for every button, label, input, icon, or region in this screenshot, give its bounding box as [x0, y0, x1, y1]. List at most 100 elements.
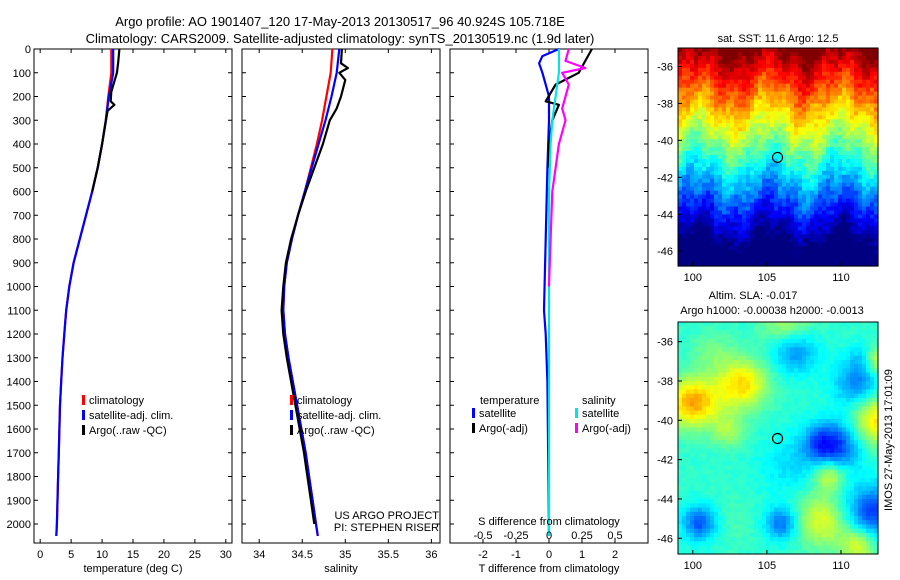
y-tick-label: 100 [13, 68, 31, 80]
argo-location-marker [771, 151, 784, 164]
x-tick-label: 25 [189, 549, 201, 561]
x-tick-label: 2 [612, 549, 618, 561]
y-tick-label: 500 [13, 163, 31, 175]
y-tick-label: 800 [13, 234, 31, 246]
y-tick-label: -36 [657, 337, 673, 349]
x-tick-label: 100 [684, 272, 702, 284]
x-tick-label: 35 [339, 549, 351, 561]
series-line-salinity-argo-adj- [547, 48, 587, 287]
y-tick-label: -38 [657, 376, 673, 388]
legend-label: Argo(..raw -QC) [297, 425, 375, 437]
y-tick-label: -38 [657, 98, 673, 110]
x-tick-label: 105 [758, 272, 776, 284]
legend-label: climatology [89, 395, 145, 407]
y-tick-label: -44 [657, 209, 673, 221]
difference-panel: -2 -1 0 1 2 T difference from climatology temp… [449, 47, 649, 575]
x-tick-label: 0 [546, 549, 552, 561]
temperature-frame [33, 48, 233, 544]
y-tick-label: 900 [13, 258, 31, 270]
s-difference-tick-label: 0.5 [607, 530, 622, 542]
x-tick-label: -1 [511, 549, 521, 561]
sla-map-subtitle: Argo h1000: -0.00038 h2000: -0.0013 [680, 305, 863, 317]
y-tick-label: -42 [657, 455, 673, 467]
x-tick-label: -2 [478, 549, 488, 561]
sla_map-cells [678, 322, 879, 555]
salinity-panel: 34 34.5 35 35.5 36 salinity climatology satelli… [241, 48, 441, 575]
y-tick-label: -40 [657, 415, 673, 427]
x-tick-label: 100 [684, 560, 702, 572]
legend-label: Argo(-adj) [582, 423, 631, 435]
legend-header: temperature [480, 395, 539, 407]
temperature-panel: 0100200300400500600700800900100011001200… [7, 44, 233, 575]
argo-location-marker [771, 432, 784, 445]
legend-swatch [472, 423, 475, 433]
y-tick-label: 1700 [7, 448, 31, 460]
x-tick-label: 20 [158, 549, 170, 561]
series-line-temperature-satellite [538, 47, 560, 536]
sla_map: 100 105 110 -36 -38 -40 -42 -44 -46 Altim. SLA: -… [657, 290, 879, 572]
legend-swatch [575, 408, 578, 418]
y-tick-label: 2000 [7, 519, 31, 531]
x-tick-label: 30 [220, 549, 232, 561]
y-tick-label: 200 [13, 92, 31, 104]
s-difference-tick-label: 0.25 [571, 530, 592, 542]
y-tick-label: 300 [13, 115, 31, 127]
y-tick-label: 1900 [7, 495, 31, 507]
x-tick-label: 34 [253, 549, 265, 561]
s-difference-label: S difference from climatology [478, 516, 620, 528]
sst_map: 100 105 110 -36 -38 -40 -42 -44 -46 sat. SST: 11.… [657, 33, 879, 284]
series-line-salinity-satellite [547, 49, 560, 536]
x-tick-label: 0 [37, 549, 43, 561]
y-tick-label: 1200 [7, 329, 31, 341]
sst_map-cells [678, 48, 879, 267]
salinity-frame [241, 48, 441, 544]
y-tick-label: 400 [13, 139, 31, 151]
y-tick-label: -36 [657, 61, 673, 73]
imos-timestamp: IMOS 27-May-2013 17:01:09 [883, 369, 895, 511]
y-tick-label: -44 [657, 494, 673, 506]
sst-map-title: sat. SST: 11.6 Argo: 12.5 [718, 33, 839, 45]
legend-header: salinity [582, 395, 616, 407]
legend-swatch [290, 410, 293, 420]
project-annotation: US ARGO PROJECT [334, 510, 439, 522]
s-difference-tick-label: -0.5 [474, 530, 493, 542]
x-tick-label: 105 [758, 560, 776, 572]
s-difference-tick-label: -0.25 [503, 530, 528, 542]
title-line-2: Climatology: CARS2009. Satellite-adjuste… [86, 31, 595, 46]
y-tick-label: -42 [657, 172, 673, 184]
legend-label: Argo(-adj) [479, 423, 528, 435]
legend-swatch [82, 425, 85, 435]
legend-swatch [82, 410, 85, 420]
salinity-xlabel: salinity [324, 563, 358, 575]
x-tick-label: 34.5 [292, 549, 313, 561]
legend-swatch [290, 395, 293, 405]
y-tick-label: 700 [13, 210, 31, 222]
y-tick-label: 1800 [7, 472, 31, 484]
legend-label: Argo(..raw -QC) [89, 425, 167, 437]
series-line-satellite-adj-clim- [282, 48, 341, 537]
project-annotation: PI: STEPHEN RISER [334, 522, 439, 534]
title-line-1: Argo profile: AO 1901407_120 17-May-2013… [115, 14, 565, 29]
legend-label: satellite [479, 408, 516, 420]
x-tick-label: 15 [127, 549, 139, 561]
legend-swatch [82, 395, 85, 405]
y-tick-label: 1600 [7, 424, 31, 436]
x-tick-label: 10 [96, 549, 108, 561]
y-tick-label: -40 [657, 135, 673, 147]
y-tick-label: 1500 [7, 400, 31, 412]
x-tick-label: 5 [68, 549, 74, 561]
legend-label: satellite-adj. clim. [89, 410, 173, 422]
y-tick-label: -46 [657, 533, 673, 545]
y-tick-label: 1100 [7, 305, 31, 317]
x-tick-label: 36 [425, 549, 437, 561]
legend-label: satellite [582, 408, 619, 420]
x-tick-label: 110 [832, 272, 850, 284]
x-tick-label: 110 [832, 560, 850, 572]
y-tick-label: 1400 [7, 377, 31, 389]
series-line-argo-raw-qc- [91, 48, 121, 192]
sla-map-title: Altim. SLA: -0.017 [709, 290, 798, 302]
legend-label: climatology [297, 395, 353, 407]
sla_map-frame [677, 321, 879, 555]
series-line-argo-raw-qc- [280, 48, 349, 525]
legend-label: satellite-adj. clim. [297, 410, 381, 422]
